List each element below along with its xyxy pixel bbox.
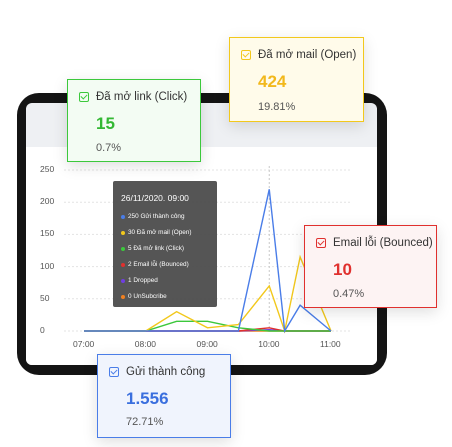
legend-dot-icon <box>121 230 125 235</box>
legend-dot-icon <box>121 246 125 251</box>
tooltip-row-text: 30 Đã mở mail (Open) <box>128 229 192 236</box>
checkbox-icon[interactable] <box>79 92 89 102</box>
card-sent-value: 1.556 <box>126 389 169 408</box>
card-bounced-percent: 0.47% <box>333 288 365 300</box>
x-tick-label: 09:00 <box>196 339 218 349</box>
tooltip-row: 250 Gửi thành công <box>121 213 185 220</box>
tooltip-row-text: 250 Gửi thành công <box>128 213 185 220</box>
card-open: Đã mở mail (Open) 424 19.81% <box>229 37 364 122</box>
tooltip-row: 1 Dropped <box>121 277 158 284</box>
card-click-value: 15 <box>96 114 115 133</box>
tooltip-date: 26/11/2020. 09:00 <box>121 193 189 203</box>
legend-dot-icon <box>121 278 125 283</box>
legend-dot-icon <box>121 262 125 267</box>
card-open-percent: 19.81% <box>258 101 296 113</box>
y-tick-label: 250 <box>40 164 55 174</box>
x-tick-label: 10:00 <box>258 339 280 349</box>
card-bounced-title: Email lỗi (Bounced) <box>333 237 433 249</box>
tooltip-row: 0 UnSubcribe <box>121 293 167 300</box>
tooltip-row-text: 2 Email lỗi (Bounced) <box>128 261 189 268</box>
card-sent: Gửi thành công 1.556 72.71% <box>97 354 231 438</box>
y-tick-label: 150 <box>40 228 55 239</box>
card-bounced-value: 10 <box>333 260 352 279</box>
tooltip-row: 5 Đã mở link (Click) <box>121 245 184 252</box>
card-click-title: Đã mở link (Click) <box>96 91 188 103</box>
card-sent-title: Gửi thành công <box>126 366 206 378</box>
series-line-0 <box>84 189 332 334</box>
y-tick-label: 100 <box>40 260 55 271</box>
x-tick-label: 08:00 <box>134 339 157 349</box>
x-tick-label: 11:00 <box>320 339 341 349</box>
card-bounced: Email lỗi (Bounced) 10 0.47% <box>304 225 437 308</box>
legend-dot-icon <box>121 294 125 299</box>
card-open-title: Đã mở mail (Open) <box>258 49 357 61</box>
card-sent-percent: 72.71% <box>126 416 164 428</box>
tooltip-row: 2 Email lỗi (Bounced) <box>121 261 189 268</box>
tooltip-row-text: 1 Dropped <box>128 277 158 284</box>
tooltip-row-text: 5 Đã mở link (Click) <box>128 245 185 252</box>
legend-dot-icon <box>121 214 125 219</box>
y-tick-label: 200 <box>40 196 55 207</box>
checkbox-icon[interactable] <box>109 367 119 377</box>
checkbox-icon[interactable] <box>241 50 251 60</box>
checkbox-icon[interactable] <box>316 238 326 248</box>
card-click: Đã mở link (Click) 15 0.7% <box>67 79 201 162</box>
y-tick-label: 0 <box>40 325 45 335</box>
tooltip-row-text: 0 UnSubcribe <box>128 293 167 300</box>
card-click-percent: 0.7% <box>96 142 122 154</box>
y-tick-label: 50 <box>40 292 50 303</box>
chart-tooltip: 26/11/2020. 09:00 250 Gửi thành công 30 Đ… <box>113 181 217 307</box>
tooltip-row: 30 Đã mở mail (Open) <box>121 229 192 236</box>
card-open-value: 424 <box>258 72 287 91</box>
x-tick-label: 07:00 <box>73 339 95 349</box>
